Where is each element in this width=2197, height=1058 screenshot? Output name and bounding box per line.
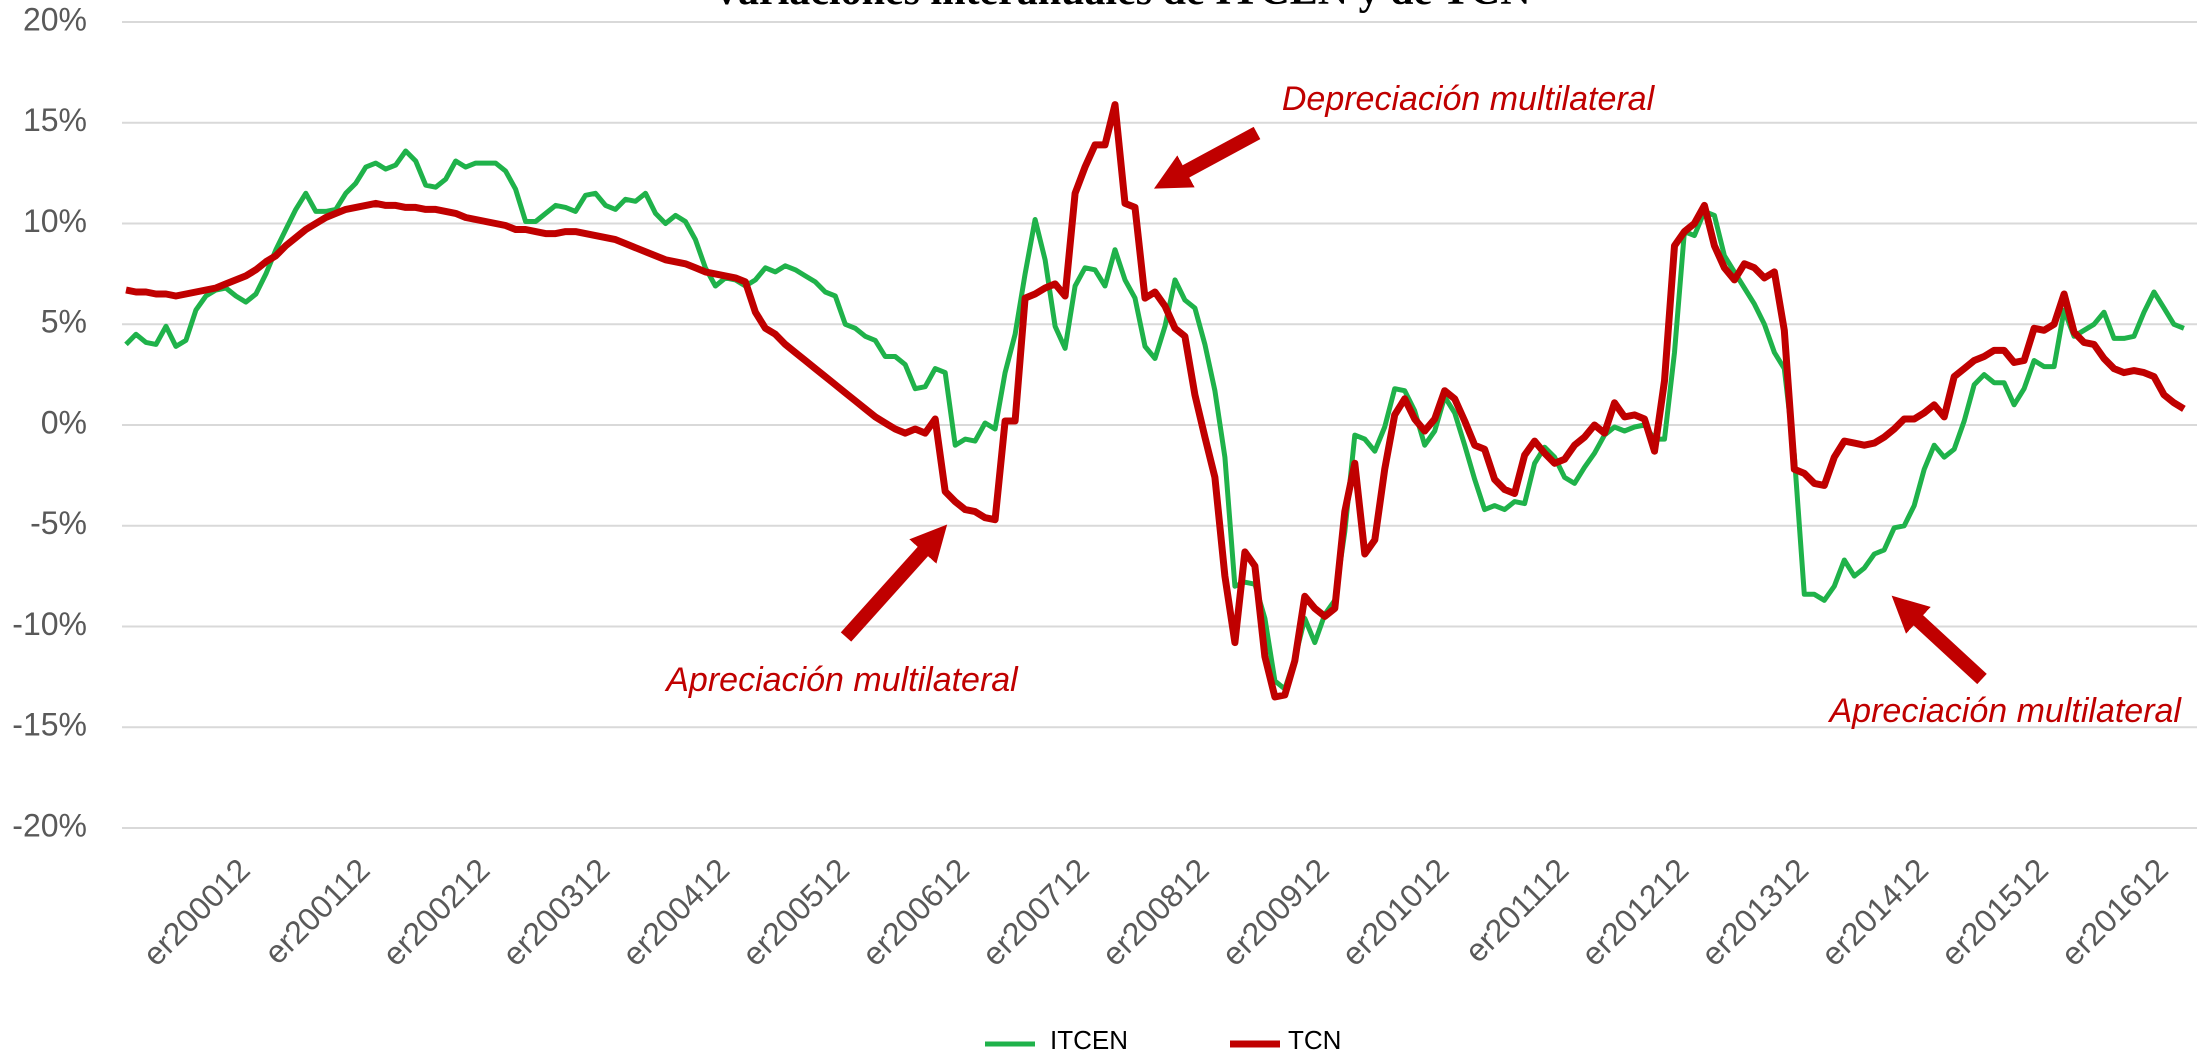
y-tick-label: 0% xyxy=(41,404,87,440)
annotation: Apreciación multilateral xyxy=(1828,692,2183,730)
legend: ITCEN TCN xyxy=(985,1025,1341,1055)
data-line xyxy=(125,101,2186,701)
arrow xyxy=(1891,595,1987,685)
x-tick-label: er200912 xyxy=(1215,851,1336,972)
x-tick-label: er200812 xyxy=(1095,851,1216,972)
x-tick-label: er201212 xyxy=(1574,851,1695,972)
x-tick-label: er200512 xyxy=(735,851,856,972)
x-tick-label: er200012 xyxy=(136,851,257,972)
x-tick-label: er201112 xyxy=(1458,851,1576,969)
chart-title: Variaciones interanuales de ITCEN y de T… xyxy=(711,0,1530,14)
data-line xyxy=(124,148,2185,692)
plot-lines xyxy=(124,101,2186,701)
annotation: Apreciación multilateral xyxy=(664,661,1019,699)
x-tick-label: er200312 xyxy=(495,851,616,972)
y-tick-label: -15% xyxy=(12,707,87,743)
y-tick-label: -10% xyxy=(12,606,87,642)
y-tick-label: -5% xyxy=(30,505,87,541)
x-tick-label: er201012 xyxy=(1335,851,1456,972)
arrow xyxy=(840,524,948,642)
x-tick-label: er200612 xyxy=(855,851,976,972)
x-tick-label: er201612 xyxy=(2054,851,2175,972)
x-tick-label: er201512 xyxy=(1934,851,2055,972)
y-tick-label: 20% xyxy=(23,1,87,37)
y-tick-label: 5% xyxy=(41,304,87,340)
y-tick-label: -20% xyxy=(12,807,87,843)
annotation: Depreciación multilateral xyxy=(1282,80,1656,118)
legend-label: TCN xyxy=(1288,1025,1341,1055)
x-tick-label: er200212 xyxy=(375,851,496,972)
x-tick-label: er200712 xyxy=(975,851,1096,972)
arrow xyxy=(1153,126,1261,189)
x-tick-label: er200112 xyxy=(257,851,376,970)
x-tick-label: er200412 xyxy=(615,851,736,972)
y-tick-label: 15% xyxy=(23,102,87,138)
legend-label: ITCEN xyxy=(1050,1025,1128,1055)
x-tick-label: er201412 xyxy=(1814,851,1935,972)
y-tick-label: 10% xyxy=(23,203,87,239)
x-tick-label: er201312 xyxy=(1694,851,1815,972)
